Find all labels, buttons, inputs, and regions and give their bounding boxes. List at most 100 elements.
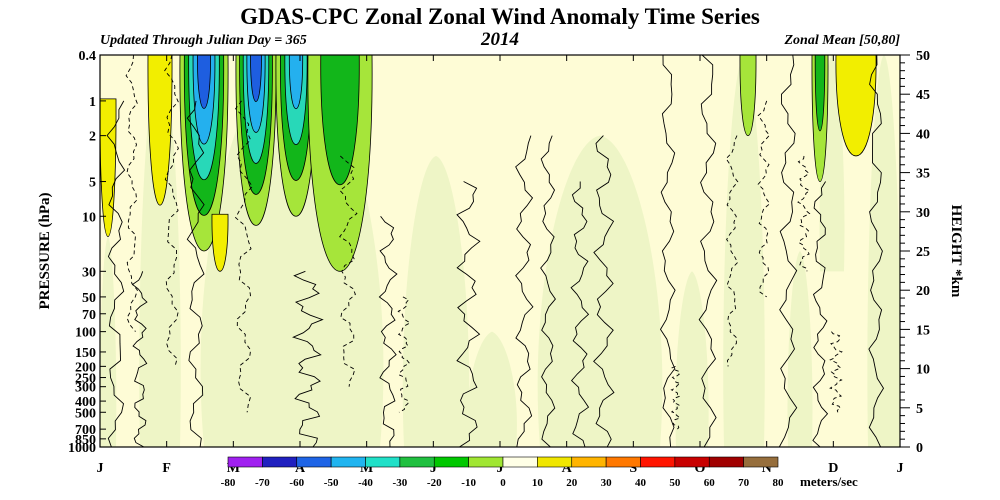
colorbar-swatch (399, 456, 435, 468)
negative-contour (670, 365, 682, 430)
colorbar-tick-label: 20 (566, 477, 578, 489)
weak-negative-region (675, 271, 709, 447)
height-tick-label: 25 (916, 245, 930, 260)
pressure-tick-label: 1000 (68, 441, 96, 456)
colorbar-swatch (330, 456, 366, 468)
colorbar-swatch (365, 456, 401, 468)
height-tick-label: 10 (916, 363, 930, 378)
colorbar-tick-label: 30 (601, 477, 613, 489)
zero-contour (540, 135, 556, 447)
colorbar-swatch (708, 456, 744, 468)
x-tick-label: J (897, 461, 904, 476)
pressure-tick-label: 150 (75, 346, 96, 361)
colorbar-swatch (605, 456, 641, 468)
pressure-tick-label: 850 (75, 433, 96, 448)
pressure-tick-label: 500 (75, 406, 96, 421)
colorbar-swatch (640, 456, 676, 468)
colorbar-tick-label: 50 (669, 477, 681, 489)
colorbar-tick-label: -30 (393, 477, 408, 489)
feature-level-fill (814, 55, 826, 132)
height-axis-label: HEIGHT *km (948, 205, 964, 298)
height-tick-label: 45 (916, 88, 930, 103)
colorbar-tick-label: 80 (773, 477, 785, 489)
negative-contour (235, 100, 253, 413)
feature-level-fill (100, 98, 117, 237)
pressure-axis-label: PRESSURE (hPa) (37, 192, 53, 309)
anomaly-feature (275, 55, 317, 217)
colorbar-tick-label: -20 (427, 477, 442, 489)
zero-contour (812, 181, 829, 447)
chart-title: GDAS-CPC Zonal Zonal Wind Anomaly Time S… (240, 4, 760, 29)
colorbar-tick-label: -10 (461, 477, 476, 489)
weak-negative-region (723, 55, 765, 447)
colorbar-tick-label: 0 (500, 477, 506, 489)
anomaly-feature (235, 55, 277, 226)
x-tick-label: D (828, 461, 838, 476)
negative-contour (397, 296, 411, 413)
x-tick-label: S (629, 461, 637, 476)
feature-level-fill (250, 55, 262, 102)
colorbar-tick-label: 10 (532, 477, 544, 489)
anomaly-feature (211, 213, 229, 272)
zero-contour (570, 181, 590, 447)
colorbar-units-label: meters/sec (800, 474, 858, 489)
weak-negative-region (787, 251, 813, 447)
zero-contour (593, 135, 615, 447)
x-tick-label: J (430, 461, 437, 476)
colorbar-swatch (227, 456, 263, 468)
negative-contour (339, 155, 358, 387)
zero-contour (456, 181, 481, 447)
colorbar: -80 -70 -60 -50 -40 -30 -20 -10 0 10 20 30 40 50 60 70 8… (221, 456, 785, 489)
height-tick-label: 50 (916, 49, 930, 64)
colorbar-swatch (468, 456, 504, 468)
zero-contour (515, 135, 534, 447)
colorbar-tick-label: -70 (255, 477, 270, 489)
colorbar-tick-label: 40 (635, 477, 647, 489)
negative-contour (125, 55, 138, 332)
pressure-tick-label: 2 (89, 130, 96, 145)
pressure-tick-label: 400 (75, 395, 96, 410)
zero-contour (659, 55, 676, 447)
x-tick-label: A (295, 461, 306, 476)
height-tick-label: 0 (916, 441, 923, 456)
weak-negative-region (100, 236, 117, 447)
x-tick-label: F (162, 461, 171, 476)
x-tick-label: J (97, 461, 104, 476)
colorbar-tick-label: -50 (324, 477, 339, 489)
feature-level-fill (320, 55, 360, 186)
colorbar-tick-label: -60 (289, 477, 304, 489)
zero-contour (186, 100, 205, 447)
colorbar-swatch (743, 456, 779, 468)
height-tick-label: 5 (916, 402, 923, 417)
weak-negative-region (258, 271, 342, 402)
pressure-tick-label: 0.4 (79, 49, 97, 64)
colorbar-swatch (296, 456, 332, 468)
chart-year: 2014 (480, 29, 519, 50)
contour-lines (106, 55, 885, 447)
colorbar-swatch (537, 456, 573, 468)
height-tick-label: 20 (916, 284, 930, 299)
zero-contour (698, 55, 718, 447)
feature-level-fill (211, 213, 229, 272)
zero-contour (378, 216, 398, 447)
zero-contour (778, 55, 798, 447)
anomaly-feature (739, 55, 757, 137)
feature-level-fill (288, 55, 304, 110)
colorbar-swatch (262, 456, 298, 468)
zero-contour (106, 100, 126, 447)
pressure-tick-label: 1 (89, 95, 96, 110)
weak-negative-region (867, 55, 900, 447)
pressure-tick-label: 70 (82, 308, 96, 323)
colorbar-swatch (502, 456, 538, 468)
anomaly-feature (307, 55, 373, 272)
negative-contour (829, 331, 843, 413)
anomaly-feature (100, 98, 117, 237)
pressure-tick-label: 100 (75, 326, 96, 341)
zero-contour (131, 271, 148, 447)
weak-negative-region (537, 135, 663, 447)
x-tick-label: J (497, 461, 504, 476)
